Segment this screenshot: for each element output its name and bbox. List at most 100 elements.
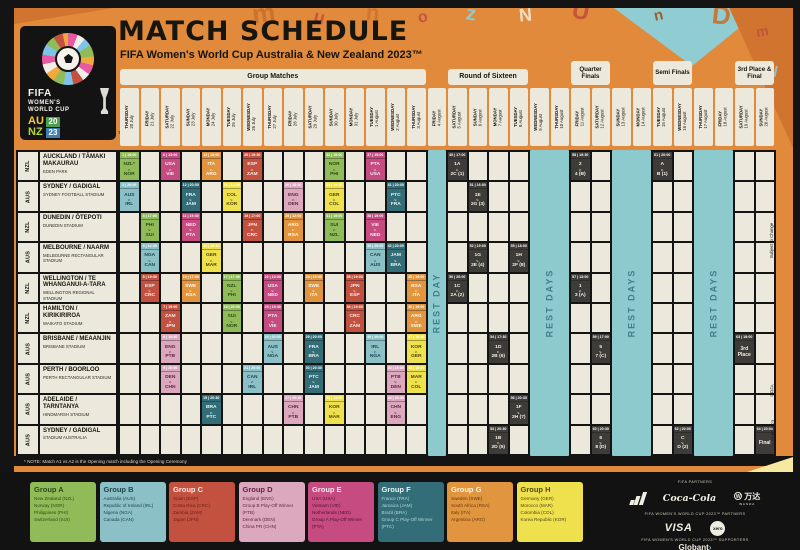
away-team: PTB: [165, 354, 176, 360]
legend-team: Sweden (SWE): [451, 496, 483, 501]
away-team: ESP: [349, 293, 360, 299]
grid-cell: [653, 303, 672, 333]
match-number-time: 35 | 19:00: [345, 274, 364, 281]
grid-cell: [304, 182, 323, 211]
legend-group-card: Group B Australia (AUS) Republic of Irelan…: [99, 482, 166, 542]
match-cell: 28 | 19:30 SWE v. ITA: [304, 273, 323, 302]
match-number-time: 57 | 13:00: [571, 274, 590, 281]
legend-team: France (FRA): [381, 496, 410, 501]
grid-cell: [755, 152, 774, 181]
versus-label: v.: [168, 167, 172, 172]
versus-label: v.: [332, 410, 336, 415]
venue-stadium: MELBOURNE RECTANGULAR STADIUM: [43, 253, 104, 264]
date-header: SATURDAY 19 August: [735, 88, 754, 146]
grid-cell: [509, 152, 528, 181]
opening-match-note: * NOTE: Match A1 vs A2 is the Opening ma…: [24, 458, 187, 464]
away-team: NOR: [123, 171, 135, 177]
match-cell: 43 | 19:00 PTB v. DEN: [386, 364, 405, 394]
versus-label: v.: [353, 289, 357, 294]
date-header: FRIDAY 21 July: [140, 88, 159, 146]
versus-label: v.: [127, 167, 131, 172]
match-cell: 5 | 19:30 ESP v. CRC: [140, 273, 159, 302]
grid-cell: [673, 303, 692, 333]
away-team: IRL: [248, 384, 257, 390]
date-header: SUNDAY 13 August: [612, 88, 631, 146]
away-team: NOR: [226, 323, 238, 329]
venue-stadium: PERTH RECTANGULAR STADIUM: [43, 374, 112, 380]
away-team: D (2): [677, 445, 689, 451]
home-team: 1E: [474, 192, 481, 198]
match-cell: 15 | 20:30 BRA v. PTC: [202, 395, 221, 424]
legend-strip: Group A New Zealand (NZL) Norway (NOR) Phil…: [0, 472, 800, 550]
venue-stadium: SYDNEY FOOTBALL STADIUM: [43, 192, 105, 198]
match-number-time: 59 | 17:00: [591, 335, 610, 342]
venue-city: ADELAIDE / TARNTANYA: [43, 397, 79, 411]
grid-cell: [284, 243, 303, 272]
versus-label: v.: [250, 167, 254, 172]
match-cell: 11 | 19:30 NED v. PTA: [181, 212, 200, 242]
fifa-partners-row: Coca-Cola W 万达 WANDA: [600, 487, 790, 509]
versus-label: v.: [189, 198, 193, 202]
match-cell: 12 | 20:00 FRA v. JAM: [181, 182, 200, 211]
legend-team: Colombia (COL): [520, 510, 554, 516]
legend-team: South Africa (RSA): [451, 503, 490, 509]
grid-cell: [386, 334, 405, 363]
decor-letter: n: [652, 8, 665, 25]
home-team: VIE: [371, 223, 380, 228]
date-header: FRIDAY 28 July: [284, 88, 303, 146]
match-cell: 52 | 19:00 1G v. 2E (4): [468, 243, 487, 272]
away-team: NED: [370, 232, 381, 238]
grid-cell: [140, 152, 159, 181]
match-number-time: 9 | 20:00: [161, 365, 180, 372]
rest-day-band: REST DAYS: [694, 150, 733, 456]
grid-cell: [202, 212, 221, 242]
match-number-time: 27 | 20:30: [284, 396, 303, 403]
venue-name: DUNEDIN / ŌTEPOTI DUNEDIN STADIUM: [40, 212, 116, 242]
home-team: PTC: [308, 374, 319, 380]
legend-group-card: Group A New Zealand (NZL) Norway (NOR) Phil…: [30, 482, 96, 542]
legend-group-card: Group C Spain (ESP) Costa Rica (CRC) Zambia…: [169, 482, 235, 542]
grid-cell: [263, 364, 282, 394]
venue-row: NZL HAMILTON / KIRIKIRIROA WAIKATO STADI…: [18, 303, 116, 333]
wanda-circle-icon: W: [734, 492, 743, 500]
legend-group-card: Group D England (ENG) Group B Play-Off Win…: [238, 482, 305, 542]
home-team: DEN: [165, 374, 176, 380]
grid-cell: [591, 243, 610, 272]
legend-team: Morocco (MAR): [520, 503, 553, 509]
legend-team: Australia (AUS): [103, 496, 136, 501]
match-cell: 44 | 20:30 CHN v. ENG: [386, 395, 405, 424]
grid-cell: [468, 303, 487, 333]
grid-cell: [284, 425, 303, 454]
grid-cell: [366, 303, 385, 333]
match-number-time: 46 | 19:00: [407, 304, 426, 311]
versus-label: v.: [209, 258, 213, 263]
away-team: 2F (8): [512, 262, 526, 268]
match-cell: 24 | 20:00 AUS v. NGA: [263, 334, 282, 363]
away-team: 2G (3): [470, 202, 485, 208]
grid-cell: [468, 425, 487, 454]
grid-cell: [243, 334, 262, 363]
grid-cell: [120, 425, 139, 454]
away-team: ZAM: [246, 171, 258, 177]
home-team: JPN: [247, 223, 257, 228]
match-cell: 47 | 19:30 KOR v. GER: [407, 334, 426, 363]
grid-cell: [673, 182, 692, 211]
logo-nz-text: NZ: [28, 126, 43, 138]
venue-stadium: EDEN PARK: [43, 168, 68, 174]
grid-cell: [673, 334, 692, 363]
grid-cell: [120, 364, 139, 394]
home-team: 5: [599, 344, 603, 350]
date-header: THURSDAY 27 July: [263, 88, 282, 146]
versus-label: v.: [373, 258, 377, 263]
legend-team: Nigeria (NGA): [103, 510, 133, 516]
logo-womens-text: WOMEN'S: [28, 100, 61, 106]
note-bar: * NOTE: Match A1 vs A2 is the Opening ma…: [14, 456, 793, 466]
versus-label: v.: [578, 167, 582, 172]
trophy-icon: [100, 88, 109, 114]
home-team: SUI: [330, 223, 339, 228]
match-cell: 23 | 19:30 PTA v. VIE: [263, 303, 282, 333]
away-team: COL: [329, 202, 340, 208]
versus-label: v.: [455, 289, 459, 294]
grid-cell: [325, 334, 344, 363]
grid-cell: [263, 243, 282, 272]
